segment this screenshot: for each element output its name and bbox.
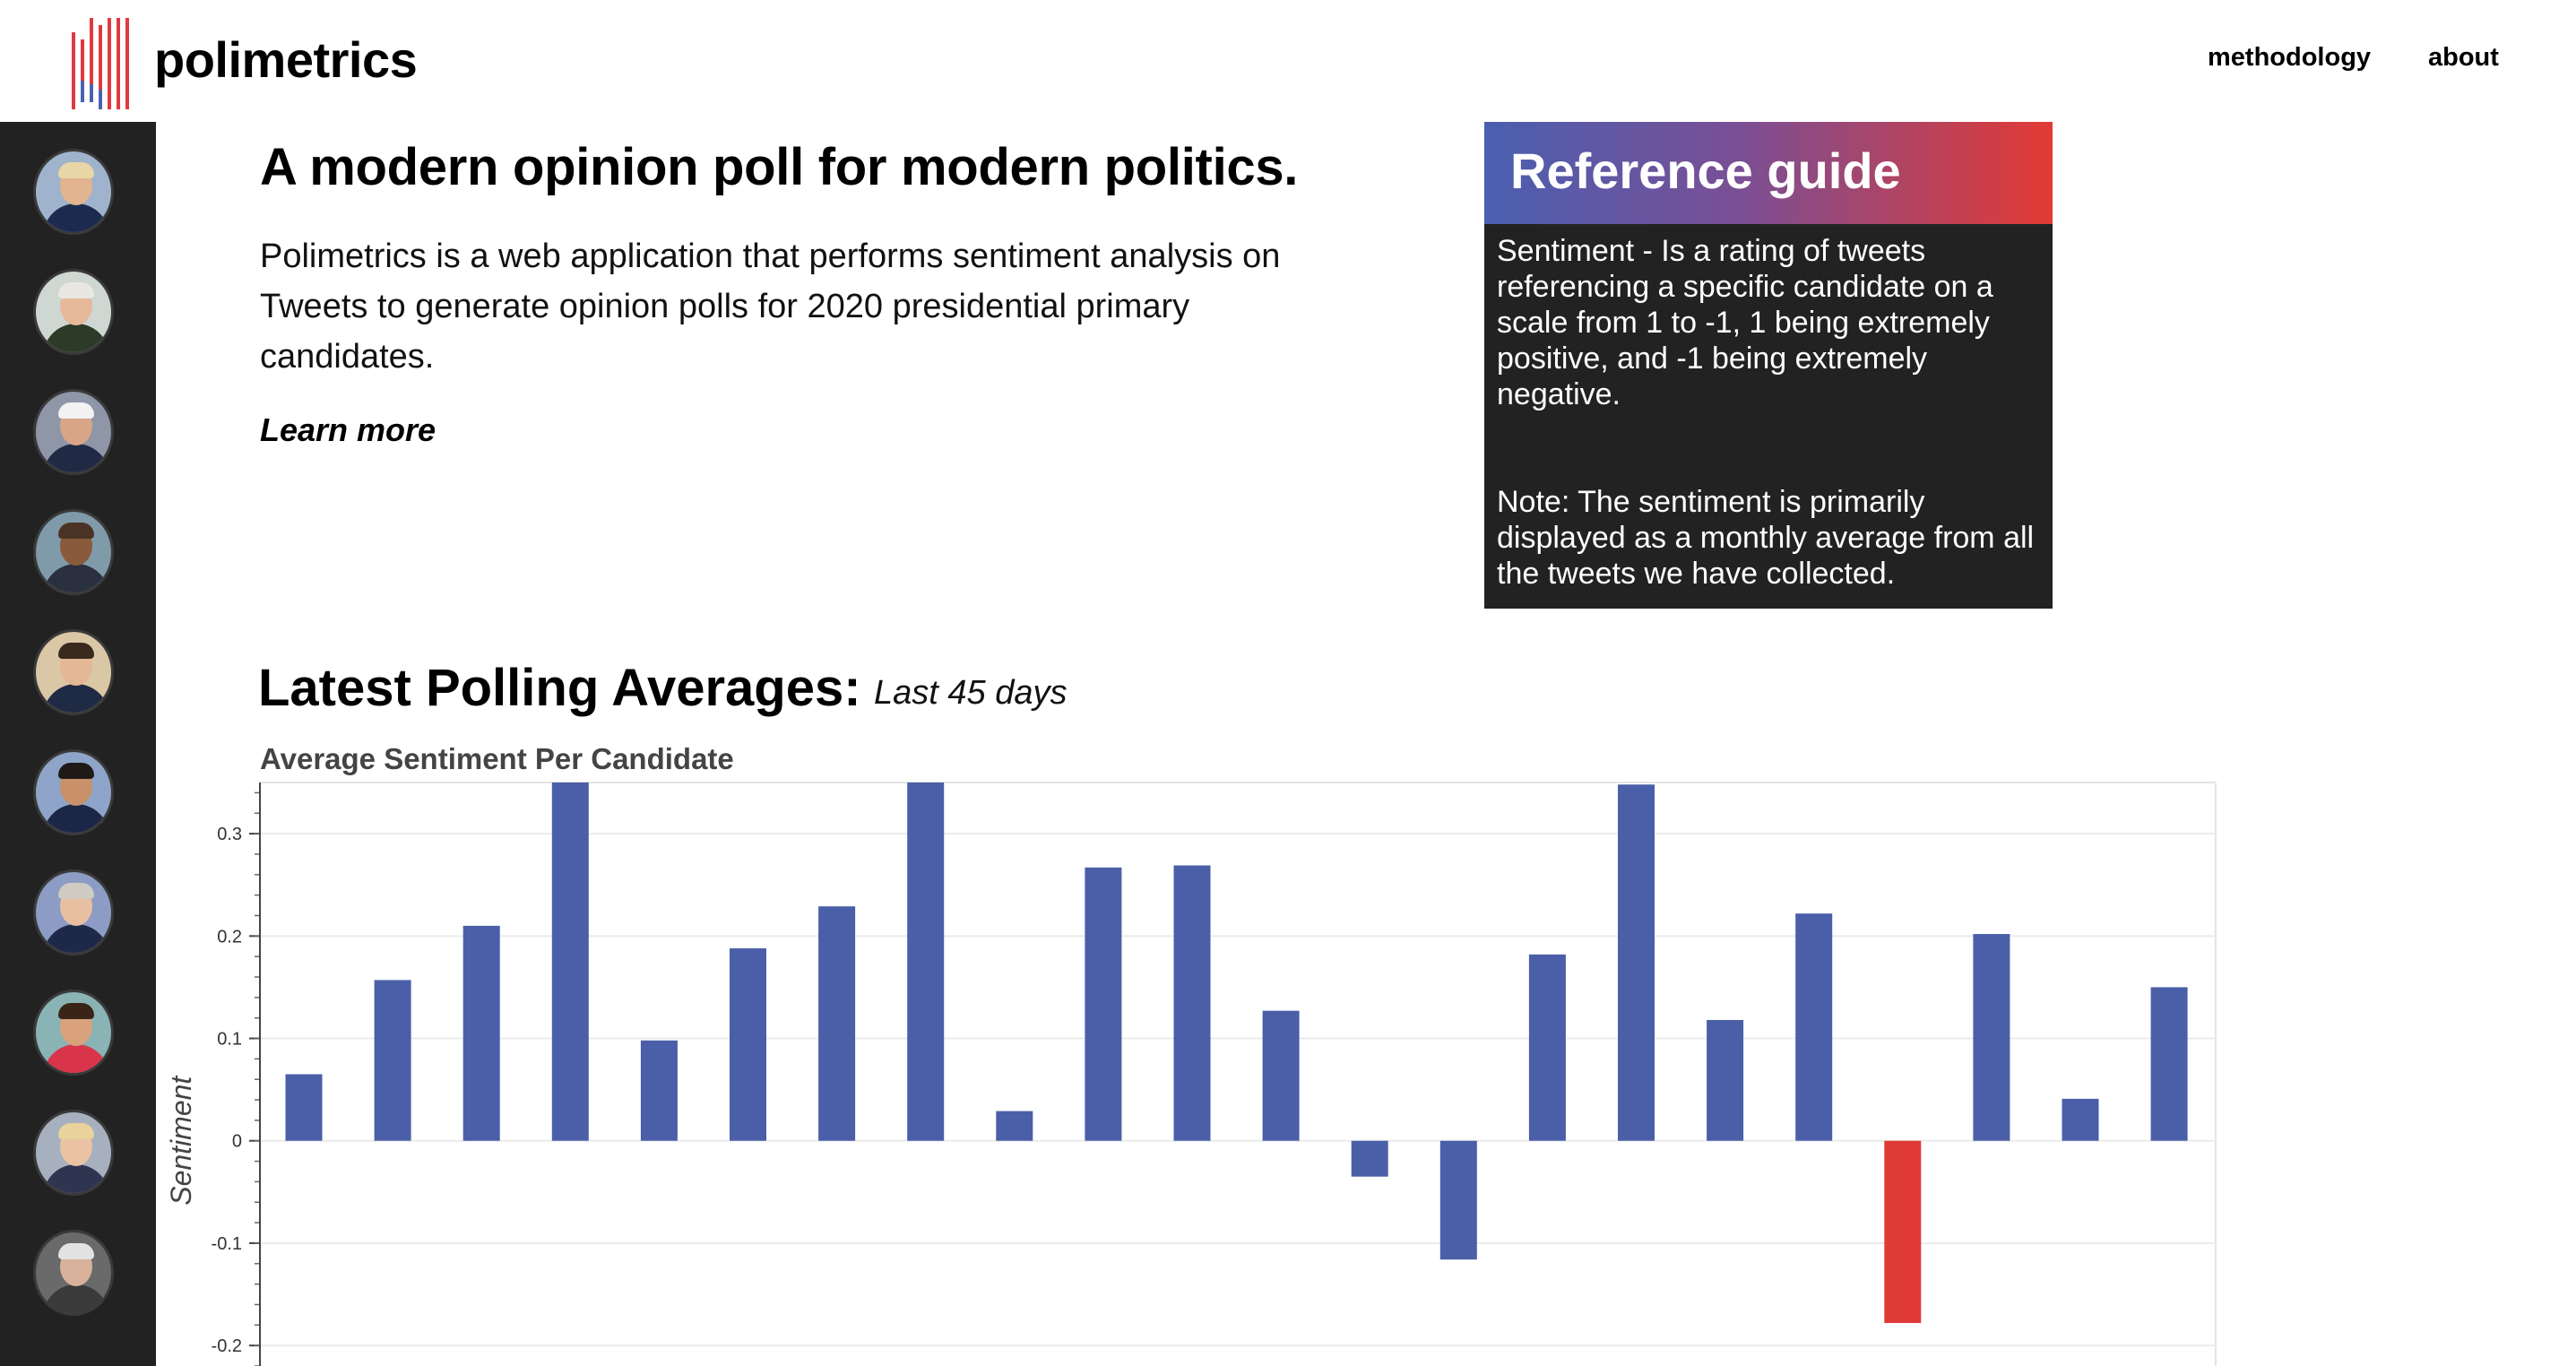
avatar-suit xyxy=(43,203,109,232)
sentiment-bar[interactable] xyxy=(996,1111,1033,1141)
avatar-suit xyxy=(43,444,109,472)
candidate-avatar[interactable] xyxy=(33,1110,114,1196)
candidate-avatar[interactable] xyxy=(33,269,114,355)
chart-title: Average Sentiment Per Candidate xyxy=(260,742,734,775)
avatar-suit xyxy=(43,684,109,713)
avatar-hair xyxy=(58,1243,94,1259)
sentiment-bar[interactable] xyxy=(907,782,945,1141)
hero-description: Polimetrics is a web application that pe… xyxy=(260,238,1281,376)
logo-bar xyxy=(72,32,75,109)
sentiment-bar[interactable] xyxy=(1439,1140,1477,1260)
sentiment-bar[interactable] xyxy=(1528,954,1566,1141)
y-tick-label: -0.1 xyxy=(212,1234,242,1254)
hero-title: A modern opinion poll for modern politic… xyxy=(260,138,1299,196)
candidate-avatar[interactable] xyxy=(33,509,114,595)
logo-bar xyxy=(99,25,102,109)
nav-methodology-link[interactable]: methodology xyxy=(2208,43,2372,72)
reference-guide-header: Reference guide xyxy=(1484,122,2053,224)
avatar-hair xyxy=(58,1123,94,1139)
nav-about-link[interactable]: about xyxy=(2428,43,2499,72)
y-tick-label: 0.3 xyxy=(217,825,242,844)
avatar-hair xyxy=(58,282,94,298)
sentiment-bar[interactable] xyxy=(1351,1140,1388,1177)
sentiment-bar[interactable] xyxy=(730,948,766,1141)
avatar-hair xyxy=(58,523,94,539)
candidate-avatar[interactable] xyxy=(33,629,114,715)
sentiment-bar[interactable] xyxy=(462,925,500,1141)
avatar-hair xyxy=(58,643,94,659)
logo-bar-blue xyxy=(99,90,102,109)
y-tick-label: 0 xyxy=(232,1132,242,1152)
reference-guide-panel: Reference guide Sentiment - Is a rating … xyxy=(1484,122,2053,609)
sentiment-bar[interactable] xyxy=(374,980,411,1141)
y-axis-label: Sentiment xyxy=(165,1076,197,1206)
avatar-hair xyxy=(58,763,94,779)
logo-bar-blue xyxy=(81,81,84,102)
candidate-avatar[interactable] xyxy=(33,749,114,835)
reference-guide-title: Reference guide xyxy=(1510,143,1901,199)
logo-bar xyxy=(125,18,129,109)
y-tick-label: -0.2 xyxy=(212,1336,242,1356)
avatar-suit xyxy=(43,324,109,352)
sentiment-bar[interactable] xyxy=(2062,1098,2099,1141)
logo-bar-blue xyxy=(90,84,93,102)
logo-bar xyxy=(108,18,111,109)
sentiment-bar[interactable] xyxy=(1884,1140,1922,1324)
sentiment-bar[interactable] xyxy=(551,782,589,1141)
candidate-avatar[interactable] xyxy=(33,149,114,235)
learn-more-link[interactable]: Learn more xyxy=(260,411,437,448)
site-header: polimetrics methodology about xyxy=(0,0,2576,122)
sentiment-bar[interactable] xyxy=(1618,784,1655,1141)
sentiment-bar[interactable] xyxy=(285,1074,323,1141)
logo-bar xyxy=(90,18,93,90)
sentiment-definition: Sentiment - Is a rating of tweets refere… xyxy=(1497,233,2044,412)
avatar-hair xyxy=(58,1003,94,1019)
sentiment-bar[interactable] xyxy=(1973,934,2010,1141)
sentiment-bar[interactable] xyxy=(1262,1010,1300,1141)
sentiment-bar-chart[interactable]: 0.3 0.2 0.1 0 -0.1 -0.2 Sentiment xyxy=(161,780,2223,1366)
sentiment-bar[interactable] xyxy=(2150,987,2188,1141)
avatar-hair xyxy=(58,402,94,419)
logo-bar xyxy=(117,18,120,109)
sentiment-definition-text: - Is a rating of tweets referencing a sp… xyxy=(1497,234,1993,411)
sentiment-bar[interactable] xyxy=(640,1040,678,1141)
avatar-suit xyxy=(43,564,109,592)
candidate-avatar[interactable] xyxy=(33,990,114,1076)
sentiment-term: Sentiment xyxy=(1497,234,1635,268)
candidate-avatar[interactable] xyxy=(33,869,114,955)
reference-note: Note: The sentiment is primarily display… xyxy=(1497,485,2035,591)
polimetrics-logo-icon[interactable] xyxy=(70,18,133,109)
sentiment-bar[interactable] xyxy=(1795,913,1833,1141)
logo-bar xyxy=(81,39,84,102)
sentiment-bar[interactable] xyxy=(1085,867,1122,1141)
y-tick-label: 0.1 xyxy=(217,1030,242,1050)
avatar-suit xyxy=(43,1284,109,1313)
avatar-suit xyxy=(43,1164,109,1193)
sentiment-bar[interactable] xyxy=(1173,865,1211,1141)
avatar-suit xyxy=(43,804,109,833)
avatar-suit xyxy=(43,1044,109,1073)
latest-polling-subtitle: Last 45 days xyxy=(874,674,1068,712)
sentiment-bar[interactable] xyxy=(1707,1019,1744,1141)
avatar-hair xyxy=(58,162,94,178)
sentiment-bar[interactable] xyxy=(818,906,856,1141)
candidate-avatar[interactable] xyxy=(33,389,114,475)
latest-polling-title: Latest Polling Averages: xyxy=(258,659,861,717)
brand-name[interactable]: polimetrics xyxy=(154,31,418,88)
avatar-suit xyxy=(43,924,109,953)
y-tick-label: 0.2 xyxy=(217,927,242,947)
candidate-avatar[interactable] xyxy=(33,1230,114,1316)
avatar-hair xyxy=(58,883,94,899)
candidate-sidebar xyxy=(0,122,156,1366)
